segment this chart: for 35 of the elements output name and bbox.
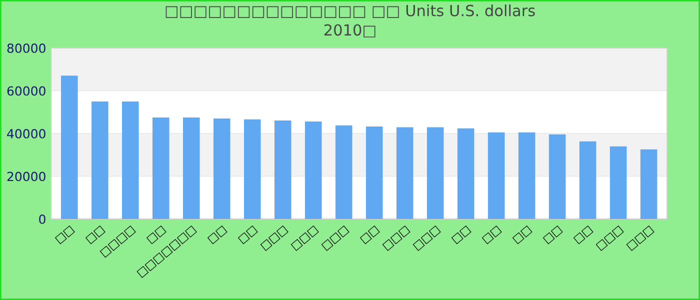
bar: [213, 118, 230, 219]
x-tick-label: □□: [573, 226, 594, 244]
x-tick-label: □□: [207, 226, 228, 244]
x-tick-label: □□: [482, 226, 502, 244]
bar: [518, 132, 536, 219]
y-tick-label: 0: [39, 214, 46, 224]
bar: [244, 119, 261, 219]
x-tick-label: □□: [238, 226, 258, 244]
x-tick-label: □□: [54, 226, 75, 244]
bar: [488, 132, 505, 219]
x-tick-label: □□: [512, 226, 532, 244]
bar: [152, 117, 170, 219]
bar: [122, 101, 139, 219]
bar: [366, 126, 383, 219]
chart-title: □□□□□□□□□□□□□□ □□ Units U.S. dollars 2010□: [166, 4, 535, 38]
x-tick-label: □□: [542, 226, 563, 244]
bar: [304, 122, 322, 219]
bar: [426, 127, 444, 219]
bar: [457, 128, 474, 219]
bar: [579, 141, 596, 219]
bar: [92, 101, 108, 219]
y-tick-label: 80000: [7, 43, 46, 53]
bar: [548, 134, 566, 219]
y-tick-label: 40000: [7, 128, 46, 138]
x-tick-label: □□: [451, 226, 472, 244]
y-tick-label: 60000: [7, 86, 46, 96]
y-tick-label: 20000: [7, 172, 46, 182]
x-tick-label: □□: [360, 226, 380, 244]
bar: [396, 127, 414, 219]
bar: [335, 125, 352, 219]
bar: [640, 149, 658, 219]
bar: [182, 117, 200, 219]
bar: [610, 146, 627, 219]
bar: [61, 76, 78, 219]
bar: [274, 120, 292, 219]
